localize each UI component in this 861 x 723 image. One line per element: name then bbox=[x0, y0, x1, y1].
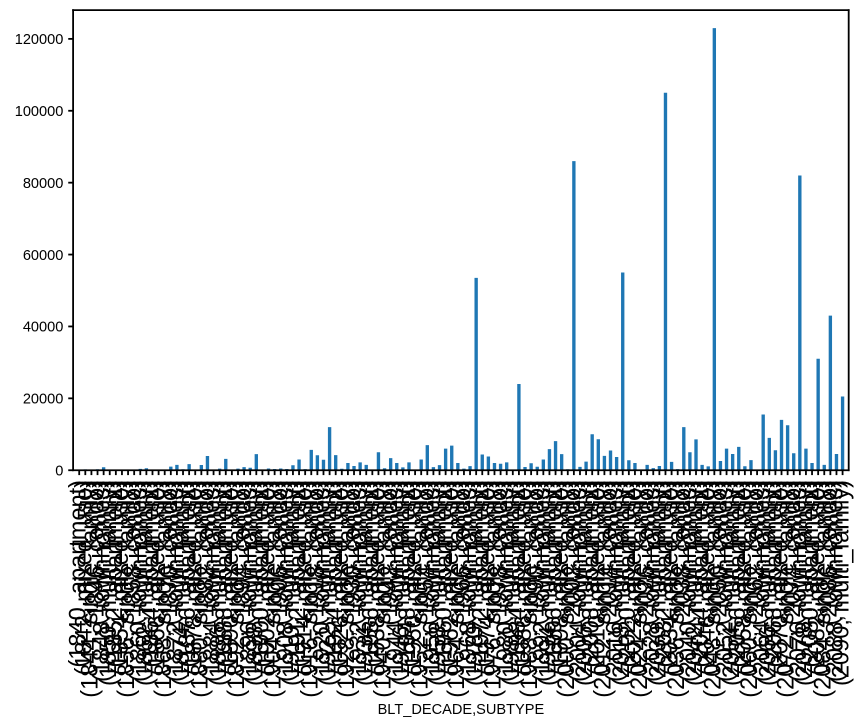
svg-text:BLT_DECADE,SUBTYPE: BLT_DECADE,SUBTYPE bbox=[378, 702, 545, 718]
svg-text:80000: 80000 bbox=[23, 176, 64, 192]
svg-text:20000: 20000 bbox=[23, 392, 64, 408]
svg-text:(2090, multi_family): (2090, multi_family) bbox=[829, 480, 855, 686]
svg-text:120000: 120000 bbox=[15, 32, 64, 48]
svg-text:100000: 100000 bbox=[15, 104, 64, 120]
svg-text:0: 0 bbox=[55, 464, 63, 480]
svg-text:40000: 40000 bbox=[23, 320, 64, 336]
svg-text:60000: 60000 bbox=[23, 248, 64, 264]
